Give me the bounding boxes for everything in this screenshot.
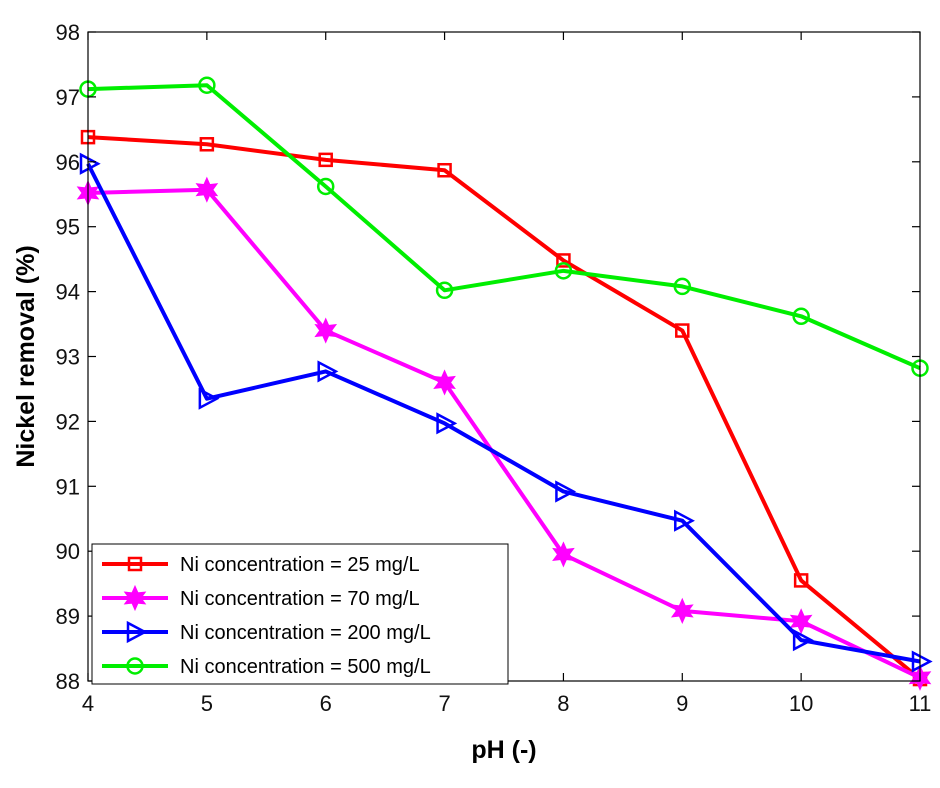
series-line [86,162,921,664]
data-point [670,597,694,625]
data-point [318,152,333,168]
y-tick-label: 98 [56,20,80,45]
x-axis-title: pH (-) [471,736,536,764]
series-line [87,83,921,371]
legend-marker [126,620,148,644]
y-tick-label: 92 [56,409,80,434]
legend-marker [123,584,147,612]
y-tick-label: 97 [56,85,80,110]
y-tick-label: 88 [56,669,80,694]
data-point [674,509,695,532]
x-tick-label: 11 [909,691,932,716]
data-point [79,152,101,175]
y-axis-title: Nickel removal (%) [12,245,40,467]
data-point [314,317,338,344]
x-tick-label: 6 [320,691,332,716]
y-tick-label: 94 [56,280,80,305]
data-point [556,253,571,268]
x-tick-label: 5 [201,691,213,716]
data-point [792,307,810,326]
legend-label: Ni concentration = 70 mg/L [180,588,420,610]
y-tick-label: 90 [56,539,80,564]
data-point [198,387,220,410]
data-point [195,176,219,203]
data-point [911,650,933,673]
series-line [87,135,922,681]
data-point [436,412,458,435]
y-tick-label: 96 [56,150,80,175]
x-tick-label: 9 [676,691,688,716]
legend-entry: Ni concentration = 200 mg/L [102,620,431,644]
data-point [437,162,452,178]
data-point [555,480,577,503]
x-tick-label: 4 [82,691,94,716]
y-tick-label: 95 [56,215,80,240]
data-point [673,277,692,296]
legend: Ni concentration = 25 mg/L Ni concentrati… [91,543,509,685]
data-point [198,76,216,94]
data-point [316,177,335,196]
y-tick-label: 91 [56,474,80,499]
data-point [793,573,809,588]
data-point [317,360,339,383]
legend-box [91,543,509,685]
y-tick-label: 89 [56,604,80,629]
y-tick-label: 93 [56,345,80,370]
legend-entry: Ni concentration = 500 mg/L [102,656,431,678]
series-3 [79,152,933,673]
data-point [792,629,814,652]
data-point [552,541,575,568]
legend-label: Ni concentration = 25 mg/L [180,554,420,576]
data-point [554,262,573,280]
x-tick-label: 10 [789,691,813,716]
data-point [675,323,690,338]
data-point [789,608,813,635]
legend-entry: Ni concentration = 25 mg/L [102,554,420,576]
legend-marker [127,556,143,572]
data-point [199,137,215,152]
data-point [433,369,456,396]
legend-entry: Ni concentration = 70 mg/L [102,584,420,612]
legend-marker [126,657,144,675]
data-point [435,281,454,300]
series-layer [76,76,933,691]
legend-label: Ni concentration = 500 mg/L [180,656,431,678]
x-tick-label: 7 [438,691,450,716]
y-axis: 88 89 90 91 92 93 94 95 96 97 98 [56,20,920,694]
legend-label: Ni concentration = 200 mg/L [180,622,431,644]
x-tick-label: 8 [557,691,569,716]
